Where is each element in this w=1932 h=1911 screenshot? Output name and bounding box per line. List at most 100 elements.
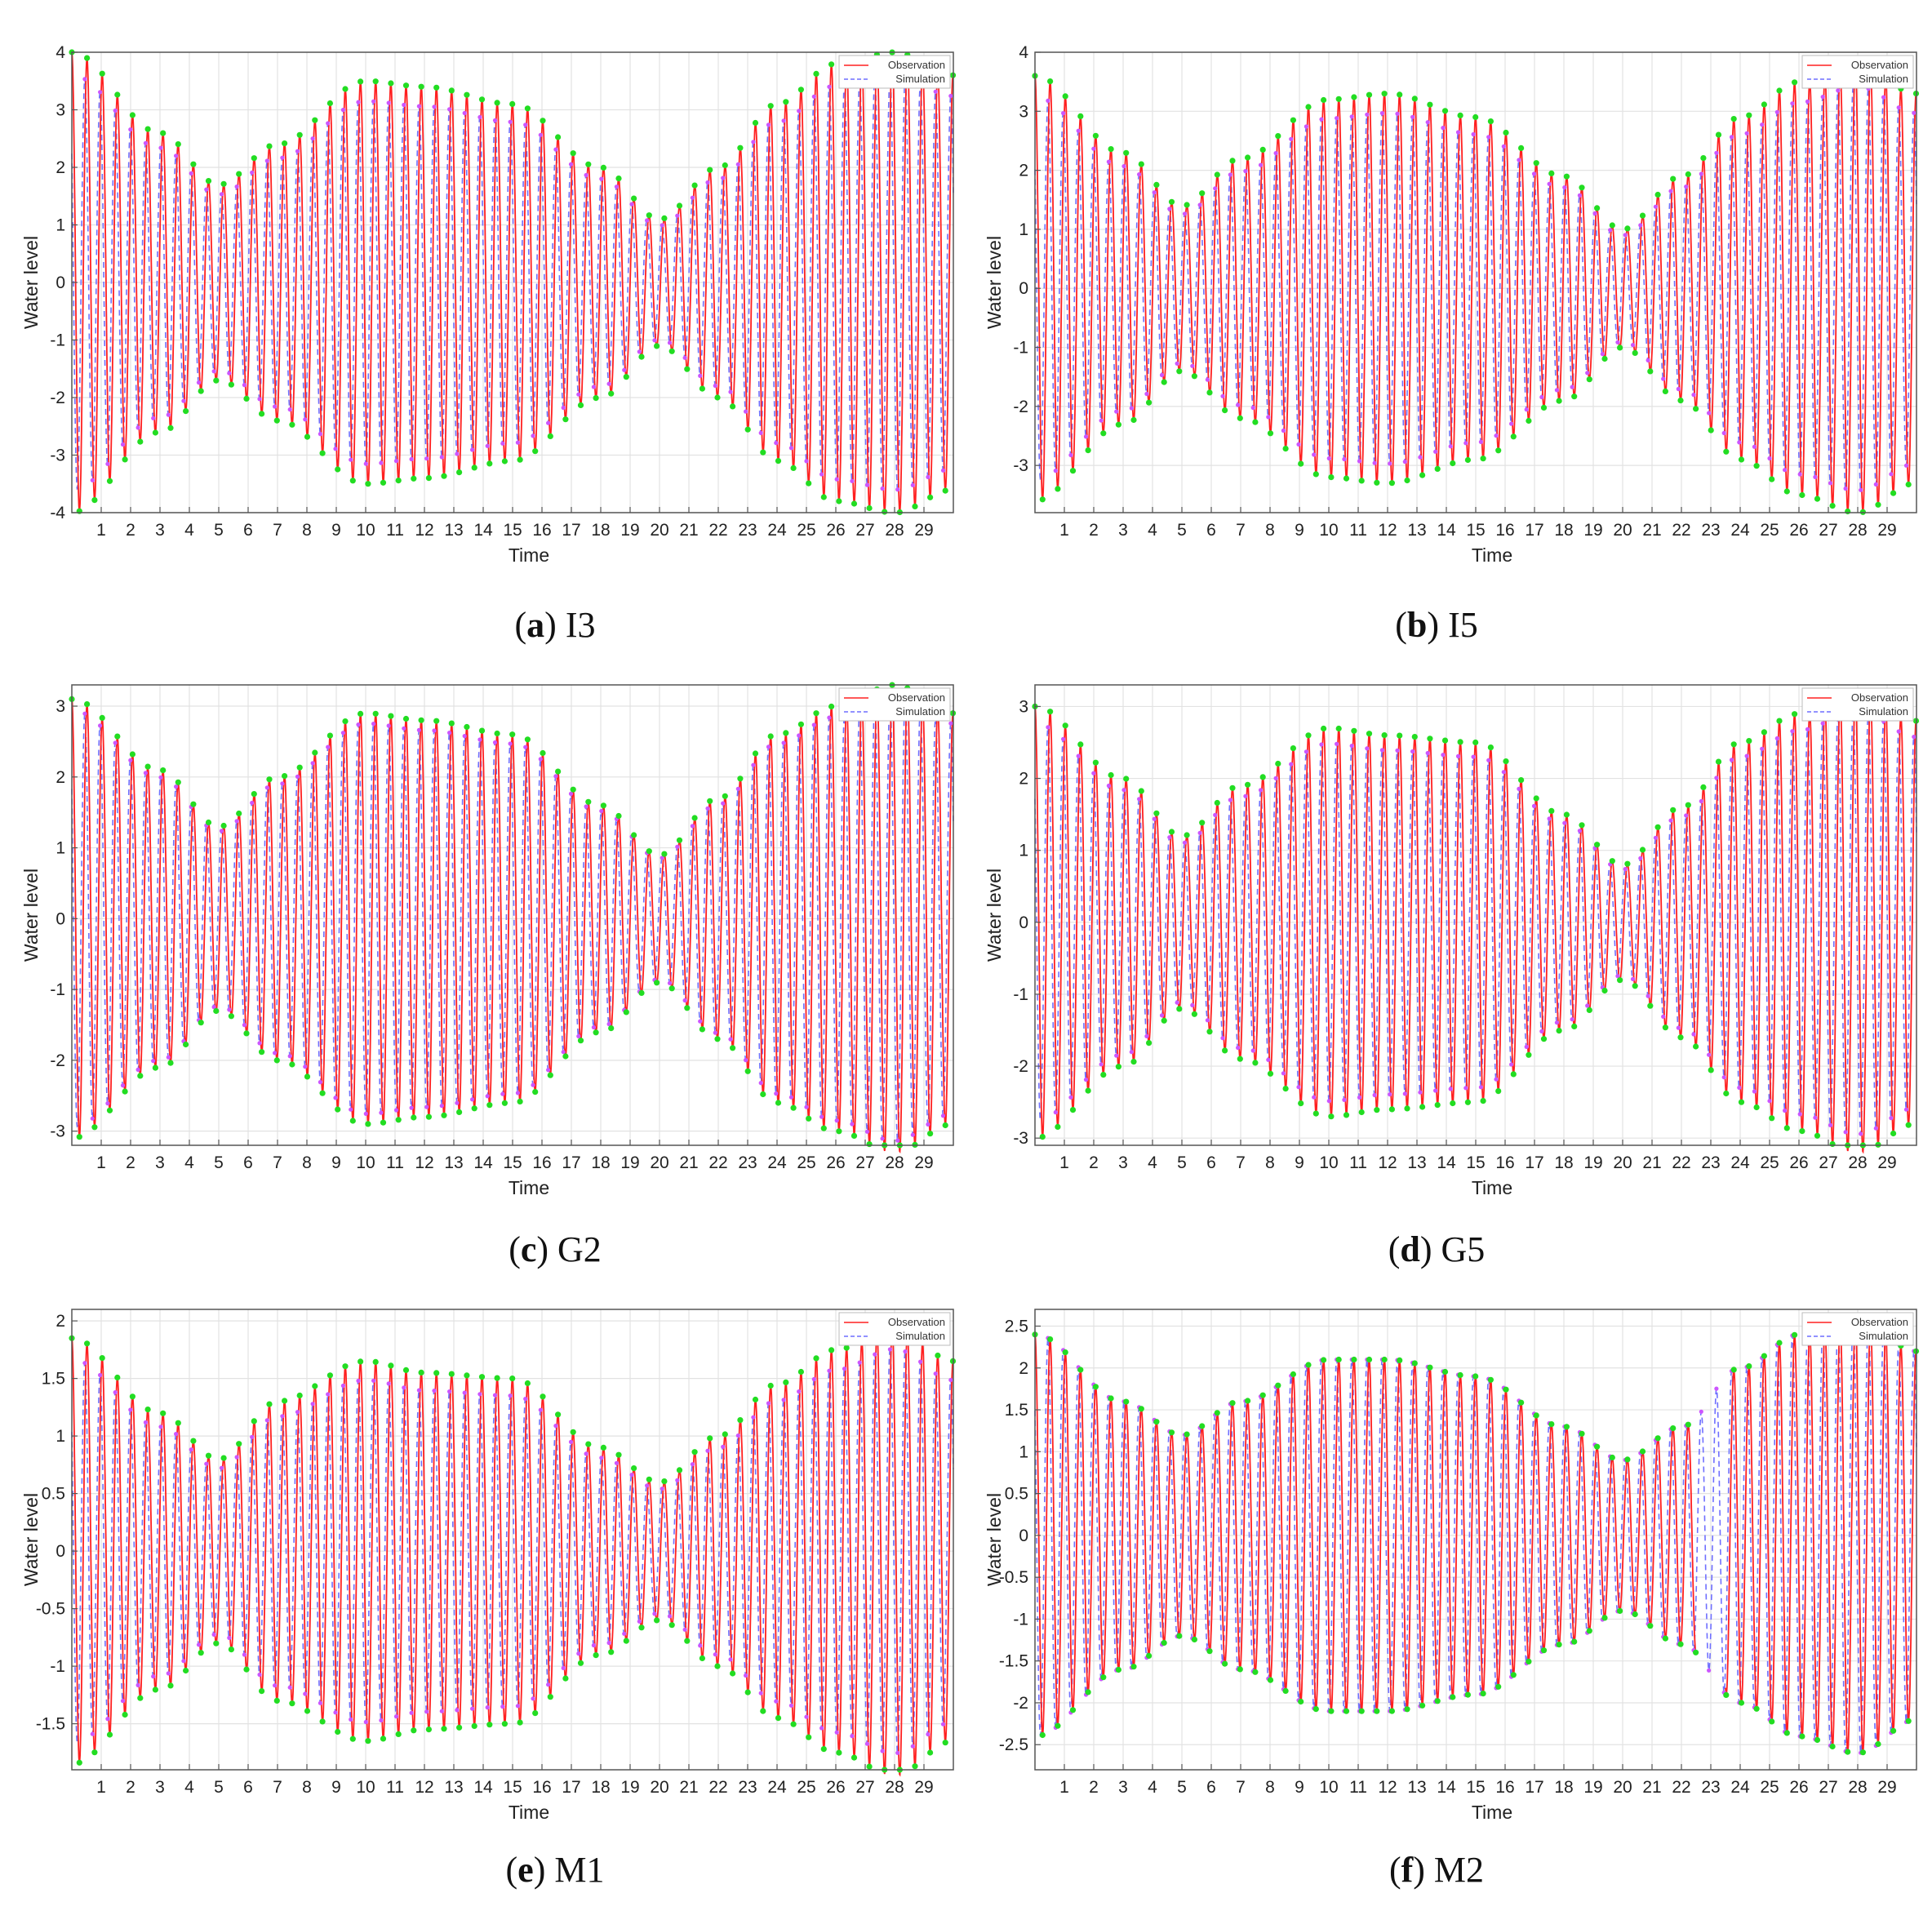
observation-extremum-marker: [1632, 983, 1638, 989]
simulation-extremum-marker: [356, 1378, 361, 1384]
simulation-extremum-marker: [1395, 748, 1400, 753]
simulation-extremum-marker: [1881, 95, 1886, 100]
observation-extremum-marker: [699, 1026, 706, 1033]
x-tick-label: 12: [415, 521, 433, 540]
x-tick-label: 14: [473, 1778, 493, 1797]
grid: [72, 685, 953, 1145]
y-tick-label: -2: [50, 389, 65, 407]
observation-extremum-marker: [1092, 759, 1099, 766]
simulation-extremum-marker: [310, 1402, 315, 1407]
x-tick-label: 28: [1848, 1778, 1867, 1797]
observation-extremum-marker: [478, 1374, 486, 1380]
observation-extremum-marker: [806, 1734, 812, 1740]
observation-extremum-marker: [84, 1340, 91, 1347]
observation-extremum-marker: [730, 403, 736, 410]
simulation-extremum-marker: [1258, 162, 1264, 167]
simulation-extremum-marker: [181, 1659, 186, 1664]
observation-extremum-marker: [851, 1132, 858, 1139]
caption-letter: c: [520, 1229, 537, 1269]
observation-extremum-marker: [1069, 1707, 1077, 1713]
observation-extremum-marker: [760, 449, 766, 456]
simulation-extremum-marker: [1554, 1020, 1559, 1025]
x-tick-label: 28: [1848, 1153, 1867, 1172]
observation-extremum-marker: [843, 1344, 850, 1351]
simulation-extremum-marker: [1896, 105, 1901, 110]
legend-simulation-label: Simulation: [895, 705, 945, 718]
observation-extremum-marker: [1062, 722, 1068, 729]
simulation-extremum-marker: [1448, 1087, 1453, 1091]
observation-extremum-marker: [676, 837, 683, 843]
simulation-extremum-marker: [1106, 159, 1111, 164]
observation-extremum-marker: [813, 70, 819, 77]
simulation-extremum-marker: [1524, 407, 1529, 412]
observation-extremum-marker: [927, 1131, 934, 1137]
observation-extremum-marker: [380, 479, 387, 486]
x-tick-label: 18: [591, 1153, 610, 1172]
simulation-extremum-marker: [895, 1750, 900, 1755]
observation-extremum-marker: [623, 1009, 629, 1015]
simulation-extremum-marker: [751, 1415, 756, 1420]
observation-extremum-marker: [236, 1441, 242, 1447]
legend-simulation-label: Simulation: [1859, 705, 1908, 718]
observation-extremum-marker: [532, 448, 539, 455]
observation-extremum-marker: [775, 1715, 782, 1722]
observation-extremum-marker: [540, 749, 546, 757]
x-tick-label: 16: [532, 1778, 551, 1797]
observation-extremum-marker: [358, 78, 364, 85]
simulation-extremum-marker: [895, 487, 900, 492]
observation-extremum-marker: [114, 1374, 121, 1381]
observation-extremum-marker: [152, 429, 158, 436]
simulation-extremum-marker: [1250, 1048, 1255, 1053]
x-tick-label: 17: [1525, 521, 1543, 540]
observation-extremum-marker: [806, 1115, 812, 1122]
simulation-extremum-marker: [1312, 452, 1317, 457]
simulation-extremum-marker: [1570, 1017, 1574, 1022]
x-tick-label: 6: [1206, 521, 1216, 540]
simulation-extremum-marker: [1144, 1033, 1149, 1038]
simulation-extremum-marker: [371, 722, 376, 727]
x-tick-label: 25: [1760, 1153, 1779, 1172]
observation-extremum-marker: [273, 1697, 280, 1704]
observation-extremum-marker: [593, 395, 599, 402]
x-tick-label: 14: [473, 1153, 493, 1172]
observation-extremum-marker: [699, 385, 706, 392]
simulation-extremum-marker: [303, 1064, 308, 1069]
x-tick-label: 22: [1672, 1153, 1690, 1172]
observation-extremum-marker: [828, 61, 835, 68]
observation-extremum-marker: [342, 718, 349, 725]
simulation-extremum-marker: [758, 430, 763, 435]
simulation-extremum-marker: [857, 1360, 862, 1365]
caption-station: G2: [557, 1229, 602, 1269]
simulation-extremum-marker: [1623, 867, 1628, 872]
simulation-extremum-marker: [1236, 402, 1241, 407]
observation-extremum-marker: [1214, 799, 1220, 807]
simulation-extremum-marker: [1342, 456, 1347, 462]
simulation-extremum-marker: [766, 1401, 771, 1406]
caption-letter: d: [1400, 1229, 1420, 1269]
x-tick-label: 19: [620, 521, 639, 540]
simulation-extremum-marker: [211, 1005, 216, 1010]
y-tick-label: 1.5: [1005, 1401, 1028, 1420]
observation-extremum-marker: [190, 801, 197, 807]
simulation-extremum-marker: [242, 1023, 246, 1028]
simulation-extremum-marker: [219, 1465, 224, 1470]
observation-extremum-marker: [205, 819, 212, 826]
simulation-extremum-marker: [340, 1383, 345, 1389]
simulation-extremum-marker: [500, 1704, 505, 1709]
y-axis-label: Water level: [984, 1493, 1005, 1586]
observation-extremum-marker: [1092, 1384, 1099, 1390]
simulation-extremum-marker: [1402, 460, 1407, 464]
observation-extremum-marker: [471, 464, 477, 471]
simulation-extremum-marker: [1091, 771, 1096, 776]
simulation-extremum-marker: [151, 1059, 156, 1064]
observation-extremum-marker: [1708, 427, 1714, 433]
observation-extremum-marker: [1441, 737, 1449, 744]
observation-extremum-marker: [836, 1128, 842, 1135]
observation-extremum-marker: [236, 171, 242, 177]
observation-extremum-marker: [1533, 160, 1539, 167]
simulation-extremum-marker: [1774, 109, 1779, 114]
observation-extremum-marker: [266, 143, 273, 149]
chart-panel-e: 1 2 3 4 5 6 7 8 9 10 11 12 13 14 15 16 17 18 19 20 21 22 23 24 2…: [0, 1290, 963, 1829]
simulation-extremum-marker: [1699, 1409, 1703, 1414]
simulation-extremum-marker: [1312, 1095, 1317, 1100]
